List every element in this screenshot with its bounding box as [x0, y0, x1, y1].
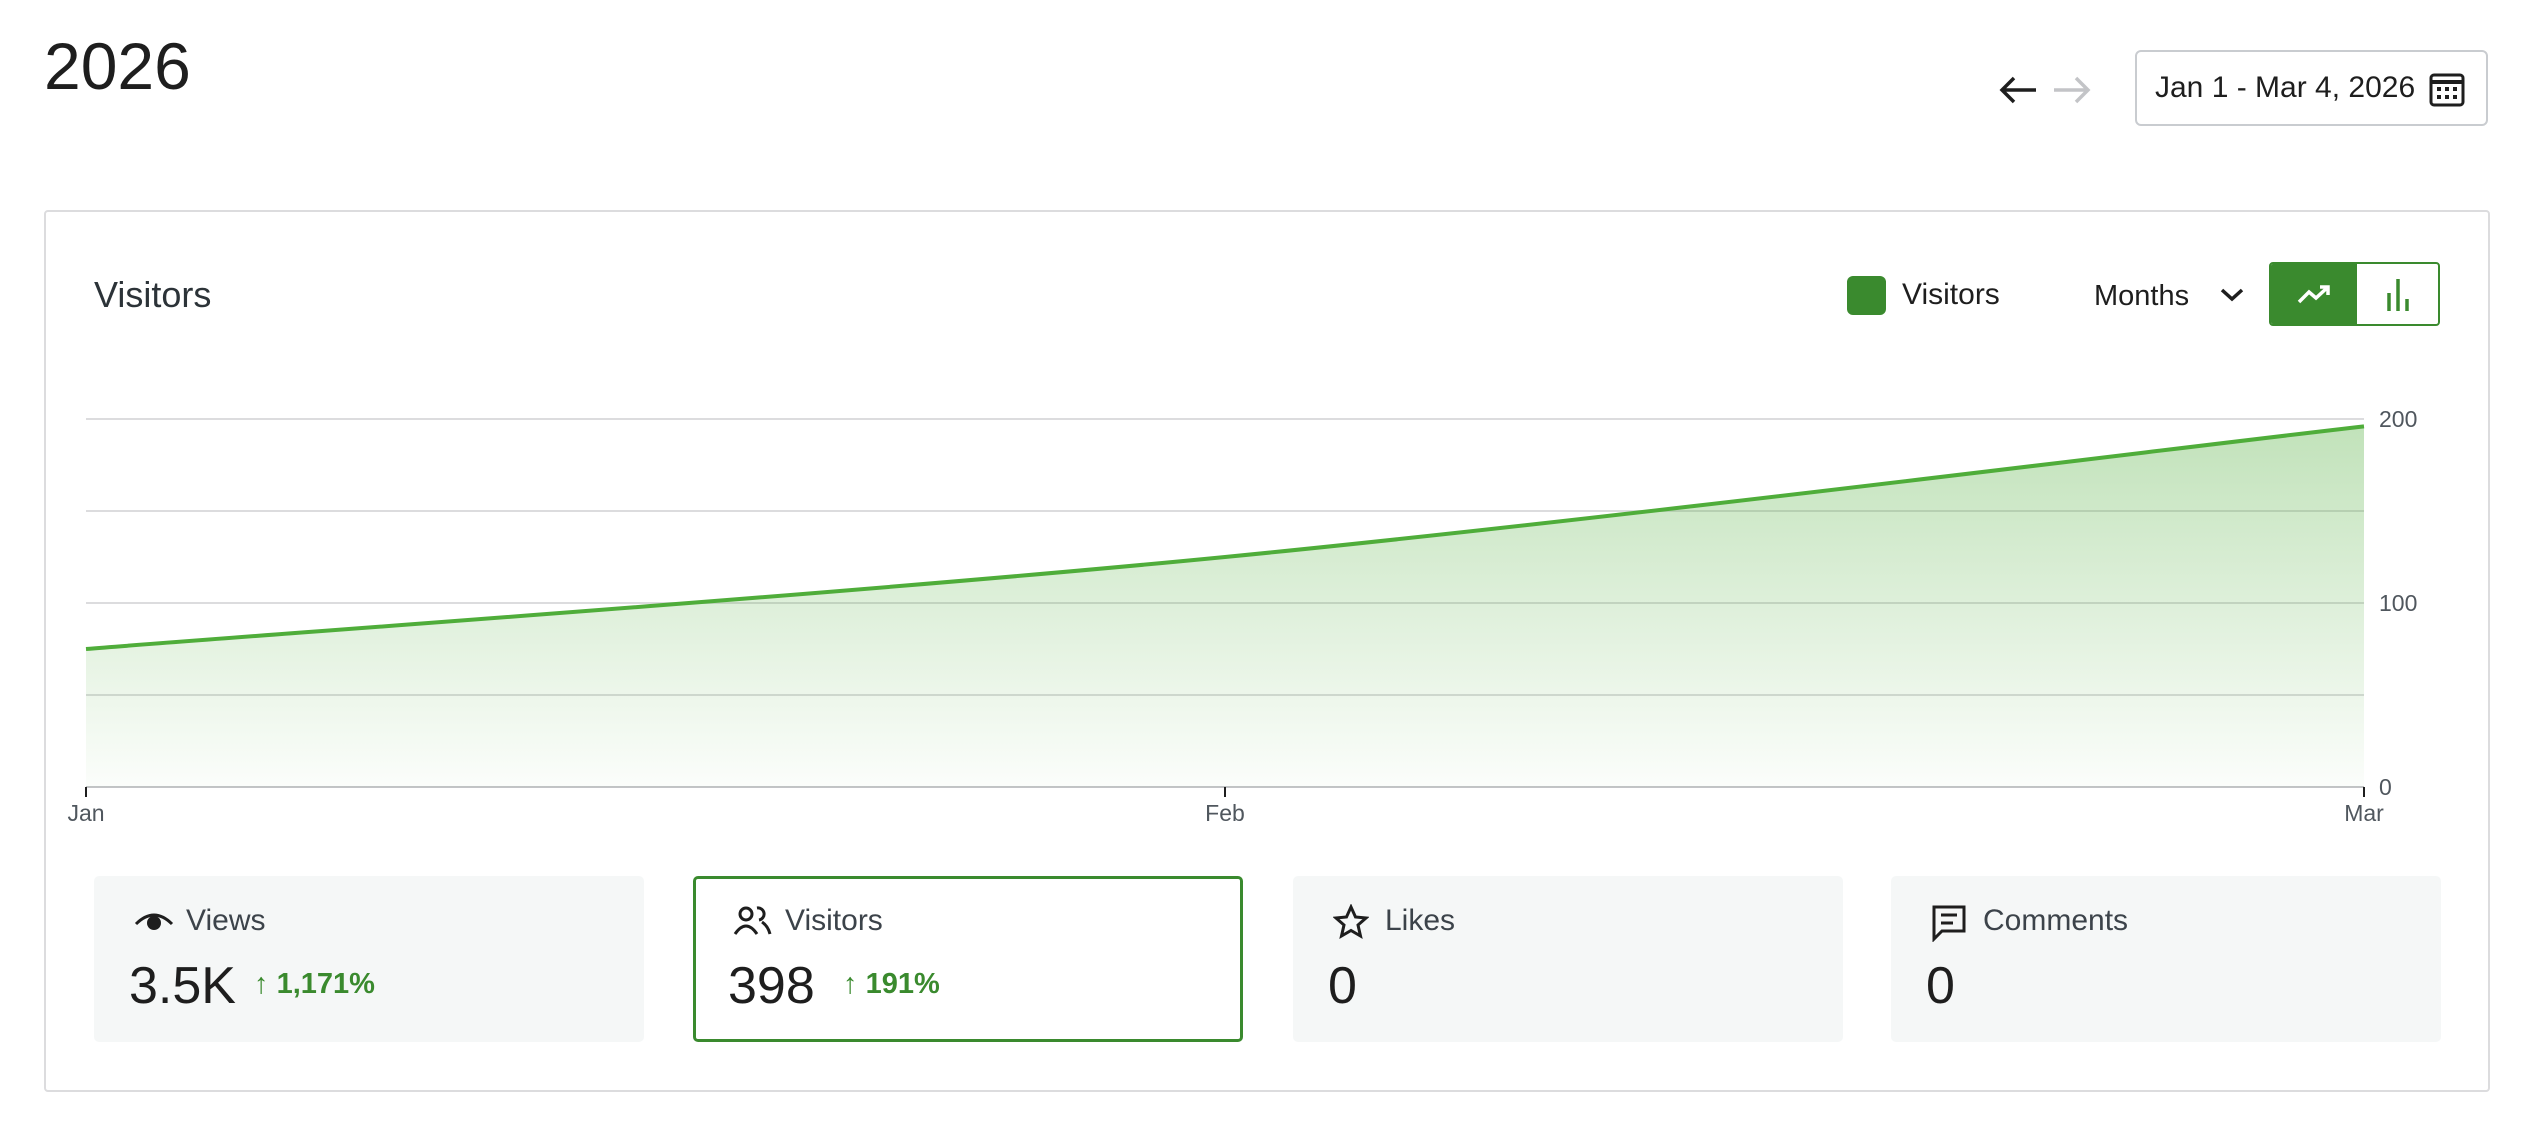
- star-icon: [1333, 904, 1369, 940]
- chevron: [2221, 288, 2244, 302]
- period-nav: [1999, 76, 2091, 104]
- chart-type-toggle: [2269, 262, 2440, 326]
- next-arrow: [2054, 76, 2091, 104]
- stat-card[interactable]: Comments 0: [1891, 876, 2441, 1042]
- chart-card: [44, 210, 2490, 1092]
- y-tick-label: 200: [2379, 406, 2417, 432]
- stat-change: ↑ 191%: [843, 968, 940, 1000]
- chart: 0 100 200 Jan Feb Mar: [67, 406, 2417, 826]
- stat-card[interactable]: Visitors 398 ↑ 191%: [693, 876, 1243, 1042]
- date-range: Jan 1 - Mar 4, 2026: [2155, 71, 2416, 104]
- stat-label: Visitors: [785, 904, 883, 937]
- prev-arrow[interactable]: [1999, 76, 2036, 104]
- stat-card[interactable]: Views 3.5K ↑ 1,171%: [94, 876, 644, 1042]
- area: [86, 426, 2364, 787]
- stat-change-value: 191%: [865, 968, 940, 1000]
- stat-label: Likes: [1385, 904, 1456, 937]
- trend-icon: [2297, 285, 2330, 304]
- y-tick-label: 100: [2379, 590, 2417, 616]
- stat-label: Comments: [1983, 904, 2129, 937]
- calendar-icon: [2429, 73, 2465, 107]
- stat-value: 0: [1328, 957, 1357, 1015]
- page-title: 2026: [44, 29, 191, 103]
- x-tick-label: Mar: [2344, 800, 2384, 826]
- stat-value: 3.5K: [129, 957, 236, 1015]
- line-button[interactable]: [2271, 264, 2357, 324]
- stat-change: ↑ 1,171%: [254, 968, 375, 1000]
- date-picker[interactable]: Jan 1 - Mar 4, 2026: [2135, 50, 2488, 126]
- period-label: Months: [2094, 280, 2190, 312]
- bar-icon: [2386, 279, 2409, 311]
- people-icon: [733, 906, 772, 935]
- period-select[interactable]: Months: [2094, 280, 2247, 313]
- stat-change-value: 1,171%: [276, 968, 375, 1000]
- x-tick-label: Feb: [1205, 800, 1245, 826]
- y-tick-label: 0: [2379, 774, 2392, 800]
- chart-title: Visitors: [94, 274, 212, 315]
- x-tick-label: Jan: [67, 800, 104, 826]
- bar-button[interactable]: [2357, 264, 2438, 324]
- line: [85, 424, 2365, 651]
- stat-value: 398: [728, 957, 815, 1015]
- stat-label: Views: [186, 904, 266, 937]
- stat-card[interactable]: Likes 0: [1293, 876, 1843, 1042]
- eye-icon: [134, 913, 174, 930]
- legend-swatch: [1847, 276, 1886, 315]
- legend-label: Visitors: [1902, 278, 2000, 311]
- comment-icon: [1932, 905, 1966, 942]
- stat-value: 0: [1926, 957, 1955, 1015]
